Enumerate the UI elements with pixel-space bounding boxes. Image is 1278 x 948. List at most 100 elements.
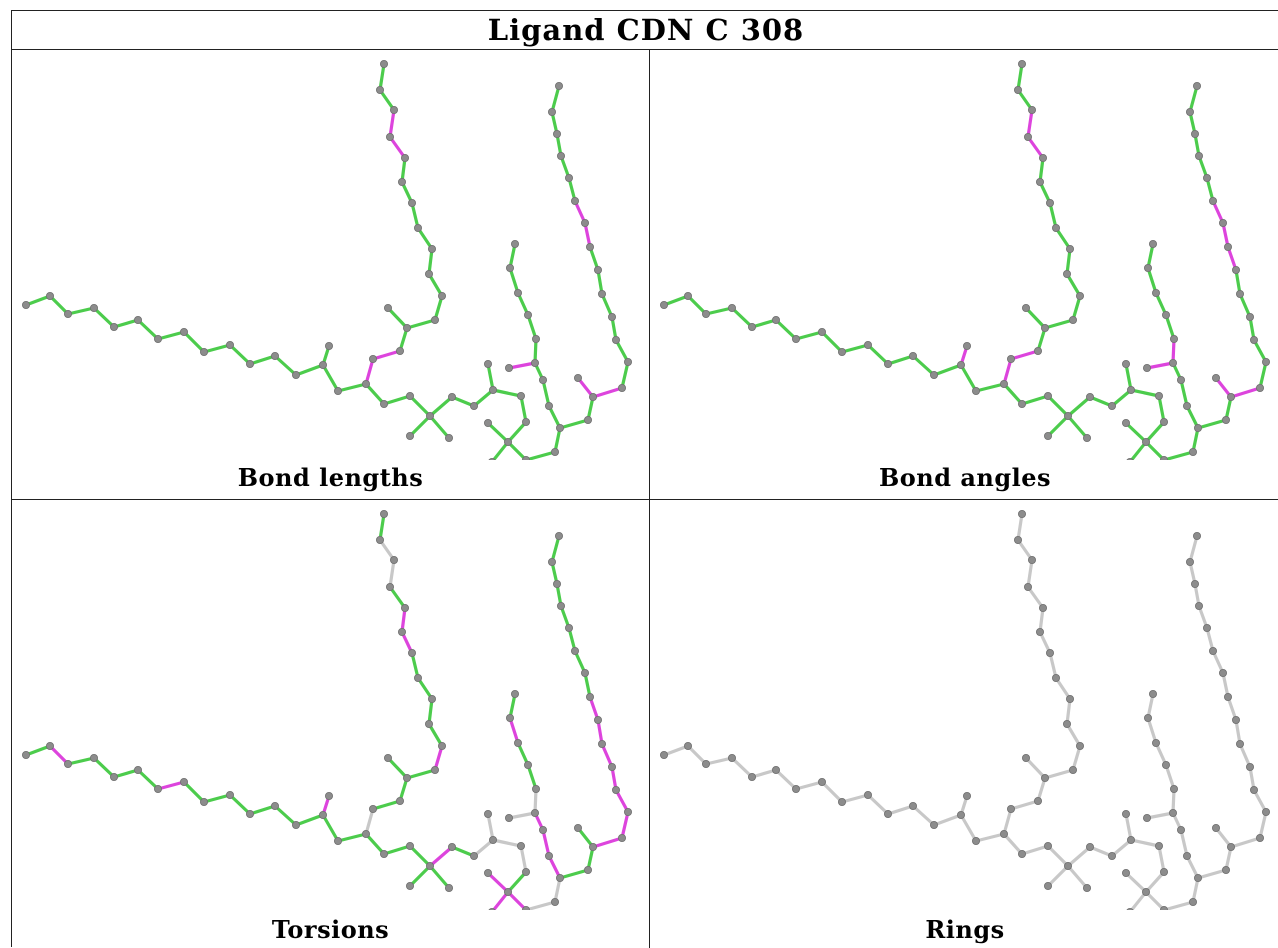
atom [837,347,846,356]
atom [1246,312,1255,321]
atom [444,883,453,892]
atom [21,300,30,309]
atom [1160,456,1168,460]
bond [228,343,252,366]
atom [425,861,434,870]
bond-group [662,512,1268,910]
bond [1211,199,1225,225]
bond [1171,787,1176,815]
bond [1229,836,1262,849]
atom [772,315,781,324]
bond [1226,695,1238,722]
atom [503,887,512,896]
bond [1071,744,1082,772]
bond [553,426,562,454]
atom [400,154,409,163]
atom [1126,835,1135,844]
atom [1035,177,1044,186]
bond [202,343,232,354]
bond [1024,756,1047,780]
bond [1002,807,1013,836]
bond [519,844,528,874]
atom [1126,908,1134,910]
bond [1157,844,1166,874]
atom [1177,825,1186,834]
atom [539,375,548,384]
atom [1126,385,1135,394]
atom [571,196,580,205]
bond [364,382,386,406]
atom [179,327,188,336]
atom [1062,269,1071,278]
atom [1017,509,1026,518]
atom [379,509,388,518]
bond [248,804,277,816]
atom [504,363,513,372]
atom [1193,82,1202,91]
bond [1191,426,1200,454]
bond [228,793,252,816]
bond [1185,404,1200,430]
bond [1026,135,1045,160]
bond [408,414,432,438]
bond [820,330,844,354]
atom [503,437,512,446]
bond [959,363,978,393]
bond [294,813,325,827]
bond [932,813,963,827]
bond [573,199,587,225]
atom [883,809,892,818]
bond [1154,741,1168,767]
atom [1232,265,1241,274]
bond [156,330,186,341]
bond [620,360,630,390]
bond [408,864,432,888]
bond [1043,768,1075,780]
bond [1145,361,1175,370]
bond [730,756,754,779]
atom [402,773,411,782]
bond [294,363,325,377]
bond [388,108,396,139]
atom [430,765,439,774]
bond [428,414,451,440]
molecule-bond-angles [659,59,1271,460]
bond [1066,414,1089,440]
atom [684,741,693,750]
bond [182,330,206,354]
atom [1121,809,1130,818]
bond [427,247,434,276]
bond [974,382,1006,393]
bond [386,756,409,780]
bond [378,62,386,92]
atom [389,106,398,115]
bond [774,768,798,791]
atom [612,335,621,344]
atom [594,715,603,724]
atom [702,759,711,768]
bond [820,780,844,804]
bond [750,318,778,329]
bond [547,404,562,430]
atom [1203,174,1212,183]
atom [1045,648,1054,657]
atom [153,784,162,793]
atom [1043,881,1052,890]
atom [522,456,530,460]
bond-group [24,512,630,910]
bond [974,832,1006,843]
atom-group [659,59,1271,460]
bond [398,326,409,353]
atom [772,765,781,774]
bond [427,272,444,298]
bond [508,266,520,295]
atom [504,813,513,822]
atom [624,357,633,366]
atom [395,346,404,355]
bond [1144,890,1166,910]
atom [1068,765,1077,774]
bond [516,741,530,767]
bond [1038,156,1045,184]
atom [1045,198,1054,207]
atom [405,881,414,890]
